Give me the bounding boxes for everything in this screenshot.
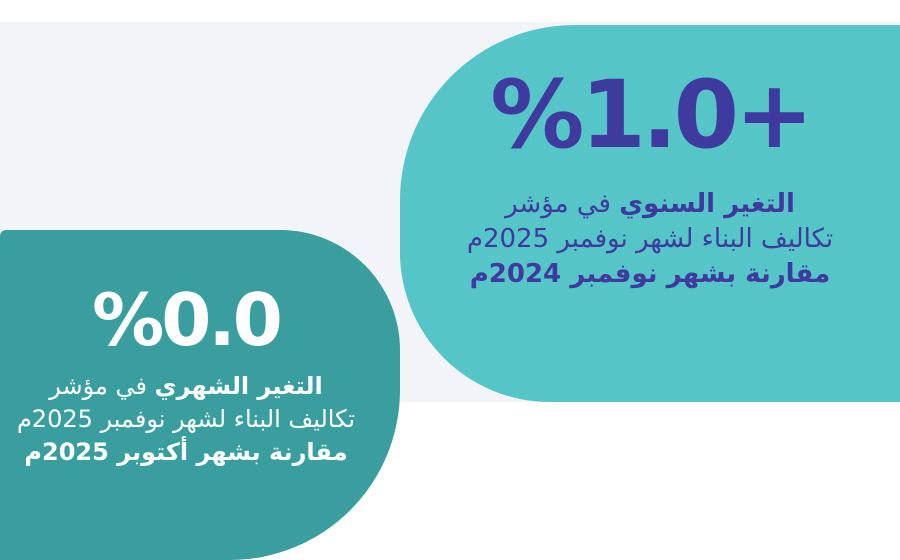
annual-desc-line2: تكاليف البناء لشهر نوفمبر 2025م [466,224,834,255]
annual-desc-line1-bold: التغير السنوي [619,189,795,219]
annual-desc-line3: مقارنة بشهر نوفمبر 2024م [469,259,831,290]
infographic-canvas: { "colors": { "page_background": "#fffff… [0,22,900,560]
monthly-change-card: %0.0 التغير الشهري في مؤشر تكاليف البناء… [0,230,400,560]
monthly-desc-line3: مقارنة بشهر أكتوبر 2025م [24,438,348,467]
annual-change-card: %1.0+ التغير السنوي في مؤشر تكاليف البنا… [400,25,900,402]
annual-change-value: %1.0+ [490,61,813,170]
monthly-desc-line1: التغير الشهري في مؤشر [17,370,355,403]
monthly-desc-line2: تكاليف البناء لشهر نوفمبر 2025م [16,405,356,434]
monthly-change-value: %0.0 [92,278,283,362]
monthly-change-description: التغير الشهري في مؤشر تكاليف البناء لشهر… [17,370,355,469]
monthly-desc-line1-bold: التغير الشهري [154,372,323,400]
annual-change-description: التغير السنوي في مؤشر تكاليف البناء لشهر… [467,187,833,292]
monthly-desc-line1-rest: في مؤشر [49,372,147,400]
annual-desc-line1: التغير السنوي في مؤشر [467,187,833,222]
annual-desc-line1-rest: في مؤشر [505,189,611,219]
